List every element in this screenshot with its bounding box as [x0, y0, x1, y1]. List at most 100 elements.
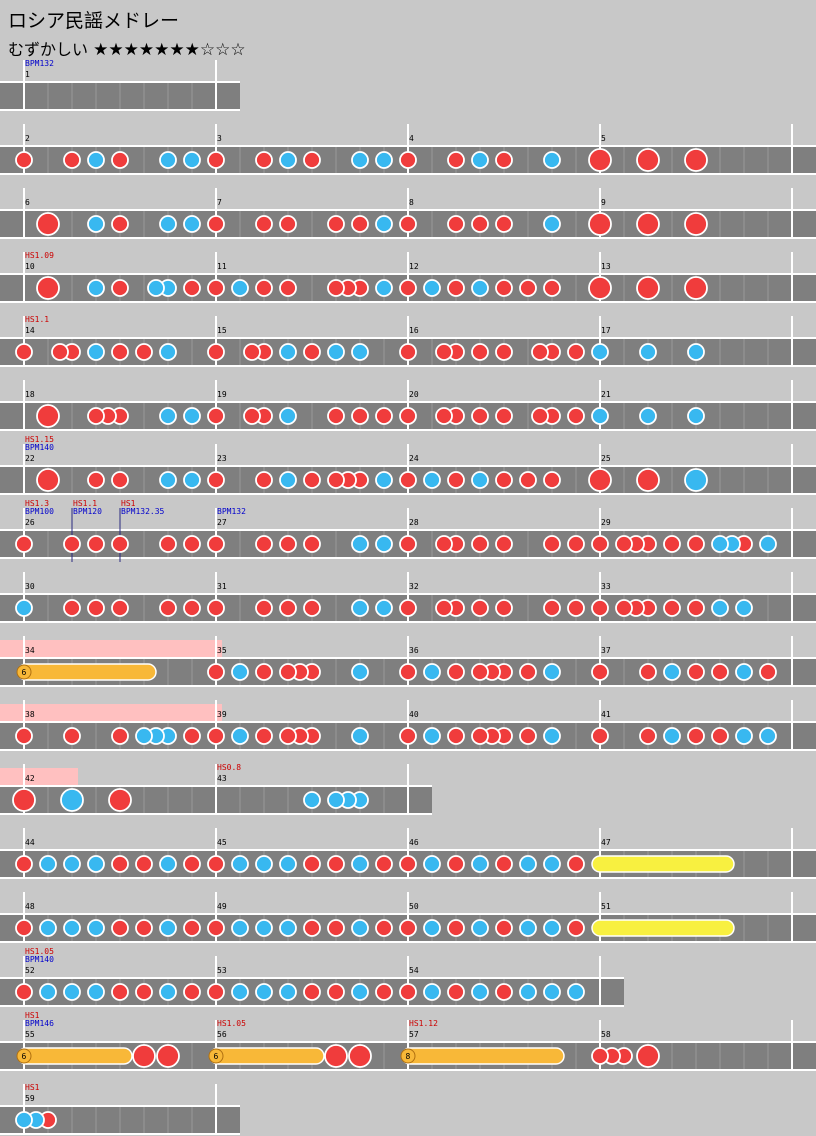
don-note	[495, 855, 513, 873]
chart-row: 44 45 46 47	[0, 828, 816, 879]
don-note	[327, 471, 345, 489]
measure-number: 16	[409, 326, 419, 335]
measure-number: 47	[601, 838, 611, 847]
ka-note	[375, 535, 393, 553]
drumroll	[401, 1047, 565, 1065]
don-note	[687, 599, 705, 617]
ka-note	[351, 535, 369, 553]
big-don-note	[108, 788, 132, 812]
don-note	[639, 663, 657, 681]
ka-note	[135, 727, 153, 745]
ka-note	[687, 407, 705, 425]
ka-note	[519, 919, 537, 937]
ka-note	[735, 599, 753, 617]
don-note	[303, 919, 321, 937]
measure-number: 53	[217, 966, 227, 975]
don-note	[243, 407, 261, 425]
don-note	[63, 151, 81, 169]
don-note	[495, 471, 513, 489]
don-note	[183, 855, 201, 873]
measure-number: 28	[409, 518, 419, 527]
don-note	[303, 151, 321, 169]
ka-note	[63, 855, 81, 873]
ka-note	[159, 407, 177, 425]
ka-note	[423, 663, 441, 681]
drumroll-head	[16, 664, 32, 680]
big-don-note	[636, 1044, 660, 1068]
measure-number: 33	[601, 582, 611, 591]
don-note	[279, 663, 297, 681]
don-note	[15, 855, 33, 873]
chart-row: 34 6 35 36 37	[0, 636, 816, 687]
don-note	[183, 727, 201, 745]
ka-note	[183, 407, 201, 425]
don-note	[207, 663, 225, 681]
measure-number: 56	[217, 1030, 227, 1039]
ka-note	[63, 919, 81, 937]
don-note	[111, 151, 129, 169]
bpm-label: BPM100	[25, 507, 54, 516]
don-note	[135, 855, 153, 873]
don-note	[111, 855, 129, 873]
measure-number: 15	[217, 326, 227, 335]
ka-note	[63, 983, 81, 1001]
measure-number: 8	[409, 198, 414, 207]
don-note	[207, 151, 225, 169]
don-note	[471, 343, 489, 361]
don-note	[375, 983, 393, 1001]
don-note	[447, 279, 465, 297]
don-note	[567, 535, 585, 553]
drumroll-count: 8	[406, 1052, 411, 1061]
don-note	[135, 343, 153, 361]
star-filled-icon: ★	[184, 40, 200, 60]
measure-number: 48	[25, 902, 35, 911]
big-don-note	[12, 788, 36, 812]
chart-row: 10 HS1.09 11 12 13	[0, 251, 816, 303]
star-empty-icon: ☆	[199, 40, 216, 60]
don-note	[207, 855, 225, 873]
ka-note	[543, 663, 561, 681]
don-note	[327, 983, 345, 1001]
don-note	[303, 855, 321, 873]
measure-number: 59	[25, 1094, 35, 1103]
ka-note	[423, 471, 441, 489]
gogo-highlight	[0, 640, 222, 658]
ka-note	[423, 279, 441, 297]
drumroll	[17, 1047, 133, 1065]
hs-label: HS1.3	[25, 499, 49, 508]
bpm-label: BPM132	[25, 59, 54, 68]
measure-number: 29	[601, 518, 611, 527]
ka-note	[471, 983, 489, 1001]
don-note	[351, 215, 369, 233]
don-note	[327, 919, 345, 937]
ka-note	[279, 855, 297, 873]
don-note	[447, 855, 465, 873]
measure-number: 43	[217, 774, 227, 783]
don-note	[495, 343, 513, 361]
hs-label: HS1	[25, 1083, 40, 1092]
don-note	[567, 855, 585, 873]
chart-row: 6 7 8 9	[0, 188, 816, 239]
song-title: ロシア民謡メドレー	[8, 10, 180, 32]
don-note	[531, 343, 549, 361]
ka-note	[231, 855, 249, 873]
ka-note	[39, 983, 57, 1001]
don-note	[303, 599, 321, 617]
don-note	[207, 343, 225, 361]
ka-note	[759, 727, 777, 745]
ka-note	[87, 983, 105, 1001]
don-note	[207, 727, 225, 745]
ka-note	[471, 855, 489, 873]
measure-number: 34	[25, 646, 35, 655]
ka-note	[543, 855, 561, 873]
star-filled-icon: ★	[169, 40, 185, 60]
ka-note	[159, 855, 177, 873]
don-note	[471, 727, 489, 745]
don-note	[543, 599, 561, 617]
don-note	[303, 471, 321, 489]
don-note	[303, 343, 321, 361]
big-don-note	[636, 148, 660, 172]
measure-number: 51	[601, 902, 611, 911]
don-note	[279, 599, 297, 617]
